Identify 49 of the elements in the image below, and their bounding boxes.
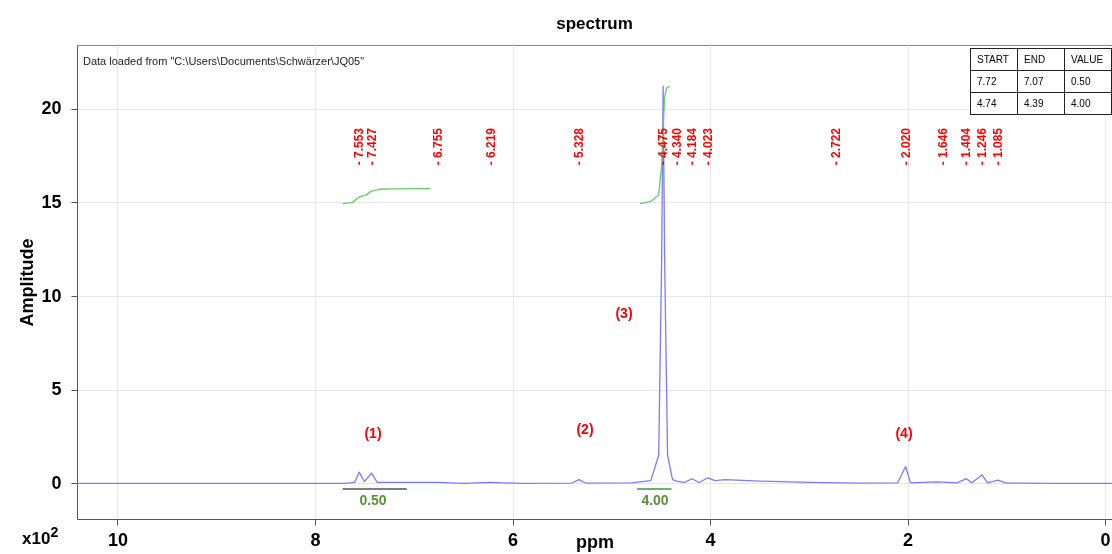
line-series bbox=[639, 85, 671, 205]
annotation: - 4.340 bbox=[670, 127, 684, 165]
annotation: VALUE bbox=[1064, 48, 1112, 71]
line-series bbox=[77, 85, 1112, 485]
annotation: - 7.553 bbox=[352, 127, 366, 165]
x-tick-label: 2 bbox=[903, 529, 914, 550]
annotation: END bbox=[1017, 48, 1065, 71]
y-tick-label: 10 bbox=[41, 285, 62, 306]
annotation: 0.50 bbox=[359, 492, 387, 508]
x-tick-label: 8 bbox=[310, 529, 321, 550]
chart-title: spectrum bbox=[556, 14, 633, 33]
x-tick-label: 0 bbox=[1100, 529, 1111, 550]
x-axis-title: ppm bbox=[576, 531, 614, 552]
annotation: - 1.085 bbox=[991, 127, 1005, 165]
y-tick-label: 5 bbox=[51, 379, 62, 400]
annotation: - 4.023 bbox=[701, 127, 715, 165]
annotation: 7.07 bbox=[1017, 70, 1065, 93]
annotation: - 5.328 bbox=[572, 127, 586, 165]
annotation: (3) bbox=[615, 305, 633, 321]
text: x10$^{2}$ bbox=[22, 524, 59, 549]
annotation: (2) bbox=[576, 421, 594, 437]
y-tick-label: 20 bbox=[41, 98, 62, 119]
annotation: - 7.427 bbox=[365, 127, 379, 165]
annotation: - 1.246 bbox=[975, 127, 989, 165]
annotation: - 6.755 bbox=[431, 127, 445, 165]
x-tick-label: 6 bbox=[508, 529, 519, 550]
annotation: 7.72 bbox=[970, 70, 1018, 93]
annotation: 4.00 bbox=[641, 492, 669, 508]
annotation: (1) bbox=[364, 425, 382, 441]
annotation: 4.74 bbox=[970, 92, 1018, 115]
annotation: (4) bbox=[895, 425, 913, 441]
annotation: - 4.475 bbox=[656, 127, 670, 165]
y-tick-label: 0 bbox=[51, 472, 62, 493]
annotation: - 2.722 bbox=[829, 127, 843, 165]
annotation: - 2.020 bbox=[899, 127, 913, 165]
annotation: Data loaded from "C:\Users\Documents\Schwärzer\JQ05" bbox=[83, 55, 365, 67]
x-tick-label: 10 bbox=[107, 529, 129, 550]
annotation: - 6.219 bbox=[484, 127, 498, 165]
annotation: 4.39 bbox=[1017, 92, 1065, 115]
annotation: - 1.404 bbox=[959, 127, 973, 165]
annotation: START bbox=[970, 48, 1018, 71]
annotation: 0.50 bbox=[1064, 70, 1112, 93]
y-tick-label: 15 bbox=[41, 191, 62, 212]
x-tick-label: 4 bbox=[705, 529, 716, 550]
line-series bbox=[342, 188, 432, 205]
annotation: 4.00 bbox=[1064, 92, 1112, 115]
y-axis-title: Amplitude bbox=[17, 238, 38, 327]
annotation: - 1.646 bbox=[936, 127, 950, 165]
annotation: - 4.184 bbox=[685, 127, 699, 165]
